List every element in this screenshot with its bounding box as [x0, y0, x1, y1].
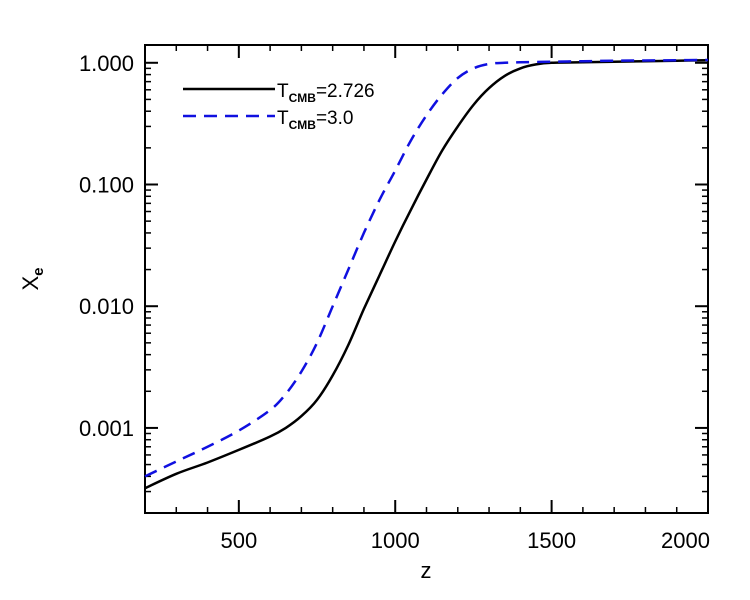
y-axis-label: Xe — [18, 267, 47, 290]
y-tick-label: 0.001 — [79, 416, 134, 441]
series-lines — [144, 58, 709, 490]
x-tick-label: 1500 — [527, 528, 576, 553]
legend-label-series-2-sub: CMB — [289, 118, 317, 132]
legend-label-series-1-value: =2.726 — [316, 81, 375, 102]
x-tick-label: 2000 — [661, 528, 710, 553]
series-line-1 — [144, 58, 709, 490]
legend-label-series-1: TCMB=2.726 — [277, 81, 375, 105]
minor-ticks — [144, 45, 708, 514]
legend-label-series-2: TCMB=3.0 — [277, 108, 353, 132]
legend: TCMB=2.726 TCMB=3.0 — [183, 81, 375, 132]
x-tick-labels: 500 1000 1500 2000 — [220, 528, 710, 553]
x-tick-label: 500 — [220, 528, 257, 553]
legend-label-series-2-value: =3.0 — [316, 108, 354, 129]
legend-label-series-1-main: T — [277, 81, 289, 102]
y-tick-label: 1.000 — [79, 51, 134, 76]
y-axis-label-sub: e — [30, 267, 47, 275]
series-line-2 — [144, 58, 709, 478]
x-tick-label: 1000 — [371, 528, 420, 553]
y-axis-label-main: X — [18, 276, 43, 291]
legend-label-series-2-main: T — [277, 108, 289, 129]
x-axis-label: z — [421, 558, 432, 583]
y-tick-label: 0.100 — [79, 172, 134, 197]
y-tick-label: 0.010 — [79, 294, 134, 319]
y-tick-labels: 0.001 0.010 0.100 1.000 — [79, 51, 134, 441]
major-ticks — [145, 45, 709, 513]
legend-label-series-1-sub: CMB — [289, 91, 317, 105]
